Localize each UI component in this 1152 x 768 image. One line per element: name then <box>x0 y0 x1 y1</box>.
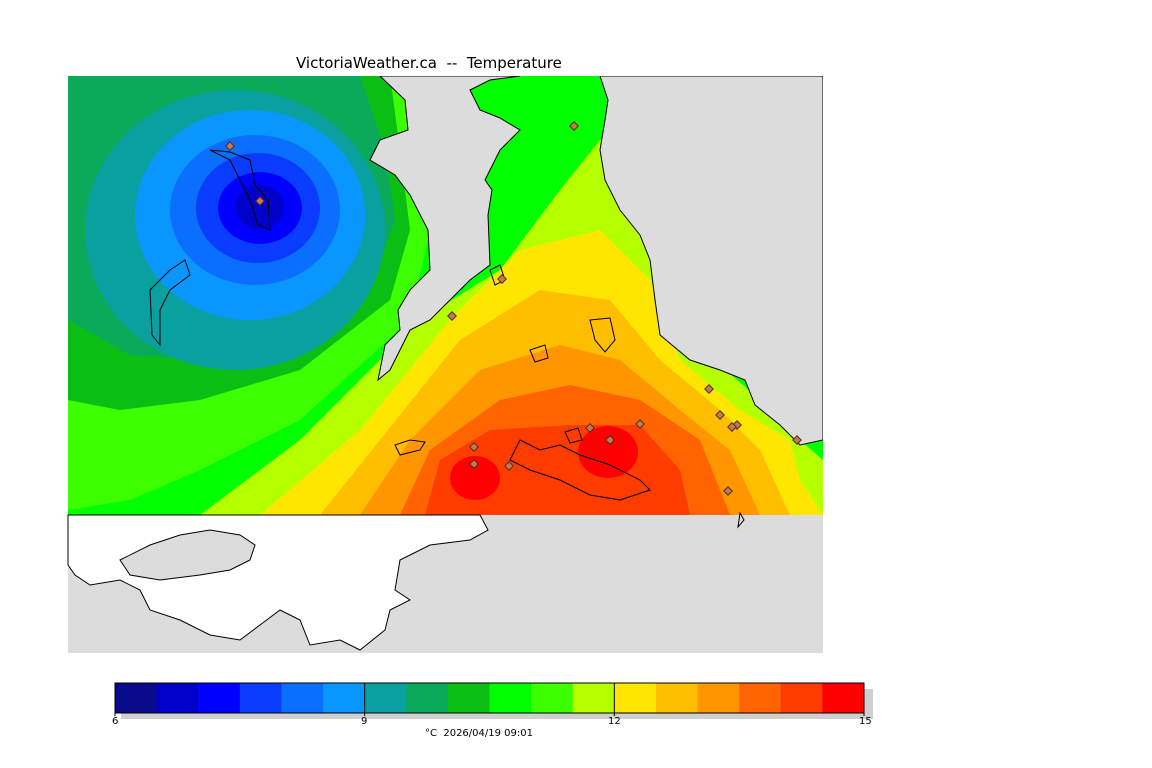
color-bar-swatch <box>239 683 282 713</box>
color-bar-swatch <box>156 683 199 713</box>
station-marker <box>727 422 737 432</box>
scale-label-6: 6 <box>112 716 119 727</box>
color-bar-swatch <box>364 683 407 713</box>
coastlines <box>149 149 745 529</box>
station-marker <box>497 274 507 284</box>
color-bar-swatch <box>323 683 366 713</box>
station-marker <box>469 442 479 452</box>
map-title: VictoriaWeather.ca -- Temperature <box>296 54 562 72</box>
station-marker <box>447 311 457 321</box>
station-marker <box>704 384 714 394</box>
station-marker <box>605 435 615 445</box>
station-marker <box>569 121 579 131</box>
color-scale-bar <box>114 682 873 719</box>
station-marker <box>723 486 733 496</box>
color-bar-swatch <box>655 683 699 713</box>
color-bar-swatch <box>198 683 241 713</box>
color-bar-swatch <box>780 683 823 713</box>
land-mask <box>369 76 823 446</box>
color-bar-swatch <box>531 683 574 713</box>
color-bar-swatch <box>822 683 865 713</box>
station-marker <box>635 419 645 429</box>
station-marker <box>792 435 802 445</box>
scale-label-15: 15 <box>859 716 872 727</box>
scale-label-12: 12 <box>608 716 621 727</box>
temperature-field <box>68 76 823 515</box>
color-bar-swatch <box>739 683 782 713</box>
color-bar-swatch <box>447 683 490 713</box>
color-bar-swatch <box>489 683 532 713</box>
color-bar-swatch <box>614 683 657 713</box>
color-bar-swatch <box>406 683 449 713</box>
station-marker <box>504 461 514 471</box>
scale-label-9: 9 <box>361 716 368 727</box>
color-bar-swatch <box>115 683 158 713</box>
color-bar-swatch <box>281 683 324 713</box>
color-bar-swatch <box>697 683 740 713</box>
station-marker <box>225 141 235 151</box>
color-bar-swatch <box>572 683 615 713</box>
station-marker <box>715 410 725 420</box>
scale-caption: °C 2026/04/19 09:01 <box>425 728 533 739</box>
station-marker <box>585 423 595 433</box>
station-markers <box>225 121 802 496</box>
station-marker <box>469 459 479 469</box>
station-marker <box>255 196 265 206</box>
